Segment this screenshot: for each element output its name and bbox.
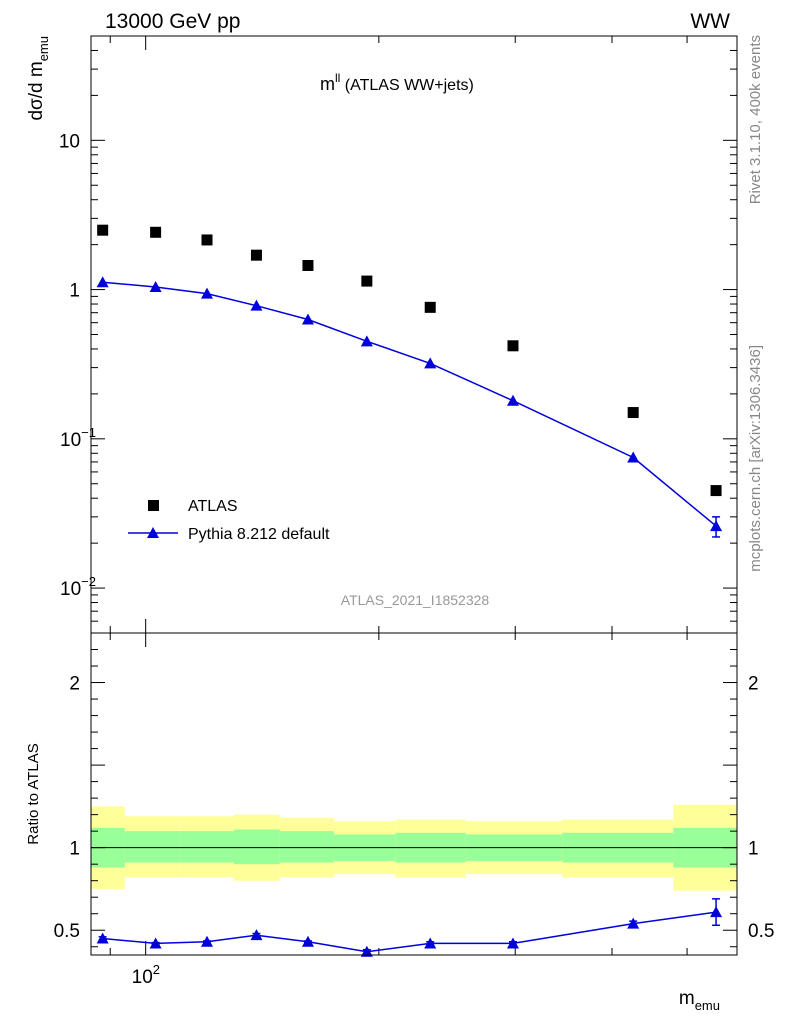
process-label: WW (690, 10, 730, 33)
legend-label-atlas: ATLAS (188, 498, 238, 515)
main-title-sup: ll (335, 71, 340, 85)
green-band (233, 829, 280, 865)
atlas-point (201, 234, 213, 246)
ratio-point (360, 945, 373, 957)
main-ylabel-main: dσ/d m (26, 61, 47, 120)
legend-label-pythia: Pythia 8.212 default (188, 526, 330, 543)
atlas-point (627, 407, 639, 419)
pythia-point (627, 451, 640, 463)
pythia-point (424, 357, 437, 369)
x-tick-label-exp: 2 (153, 962, 160, 977)
x-tick-label-base: 10 (132, 967, 153, 988)
ratio-y-tick-label-left: 1 (69, 839, 80, 860)
ratio-point (710, 906, 723, 918)
x-axis-label-main: m (679, 988, 695, 1009)
y-tick-label: 10 (59, 131, 80, 152)
atlas-point (150, 226, 162, 238)
atlas-point (361, 275, 373, 287)
atlas-point (302, 259, 314, 271)
ratio-point (250, 929, 263, 941)
energy-label: 13000 GeV pp (105, 10, 240, 33)
legend-marker-atlas (148, 500, 159, 511)
pythia-point (301, 313, 314, 325)
atlas-point (250, 249, 262, 261)
ratio-point (424, 937, 437, 949)
legend-marker-pythia (147, 527, 159, 538)
ratio-frame (90, 632, 738, 956)
y-tick-label-base: 10 (60, 430, 81, 451)
ratio-y-tick-label-left: 0.5 (54, 921, 80, 942)
pythia-point (506, 394, 519, 406)
ratio-line (102, 911, 717, 953)
green-band (180, 831, 234, 863)
main-frame (90, 35, 738, 634)
ratio-point (96, 932, 109, 944)
ratio-point (506, 937, 519, 949)
x-axis-label: memu (679, 988, 720, 1013)
ratio-ylabel: Ratio to ATLAS (25, 743, 42, 844)
green-band (279, 831, 334, 863)
ratio-point (627, 917, 640, 929)
y-tick-label: 10−2 (60, 574, 96, 600)
x-axis-label-sub: emu (695, 998, 720, 1013)
ratio-point (201, 935, 214, 947)
main-title: mll (ATLAS WW+jets) (320, 71, 474, 94)
main-ylabel-sub: emu (36, 36, 51, 61)
pythia-point (360, 335, 373, 347)
ratio-y-tick-label-right: 2 (748, 674, 759, 695)
ratio-y-tick-label-right: 0.5 (748, 921, 774, 942)
atlas-point (97, 224, 109, 236)
ratio-y-tick-label-left: 2 (69, 674, 80, 695)
y-tick-label: 10−1 (60, 425, 96, 451)
x-tick-label: 102 (132, 962, 160, 988)
pythia-point (149, 281, 162, 293)
ratio-point (301, 935, 314, 947)
legend: ATLAS Pythia 8.212 default (128, 498, 330, 543)
y-tick-label-base: 10 (60, 579, 81, 600)
watermark: ATLAS_2021_I1852328 (341, 592, 490, 608)
y-tick-label-exp: −1 (81, 425, 96, 440)
atlas-point (424, 301, 436, 313)
main-title-main: m (320, 74, 335, 94)
atlas-point (507, 340, 519, 352)
pythia-point (96, 276, 109, 288)
y-tick-label-exp: −2 (81, 574, 96, 589)
atlas-point (710, 485, 722, 497)
green-band (124, 831, 181, 863)
mcplots-info: mcplots.cern.ch [arXiv:1306.3436] (747, 345, 764, 572)
pythia-point (201, 287, 214, 299)
pythia-point (250, 299, 263, 311)
ratio-point (149, 937, 162, 949)
pythia-point (710, 520, 723, 532)
y-tick-label: 1 (69, 281, 80, 302)
ratio-y-tick-label-right: 1 (748, 839, 759, 860)
rivet-info: Rivet 3.1.10, 400k events (747, 35, 764, 204)
main-ylabel: dσ/d memu (26, 36, 51, 121)
main-title-rest: (ATLAS WW+jets) (340, 77, 474, 94)
pythia-line (102, 281, 717, 527)
